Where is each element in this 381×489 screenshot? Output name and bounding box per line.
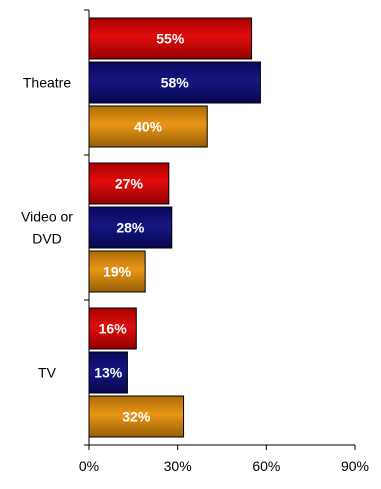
x-tick-label: 30% (164, 458, 192, 474)
bar-value-label: 55% (156, 31, 185, 47)
bar-value-label: 32% (122, 409, 151, 425)
category-label: TV (38, 365, 57, 381)
bar-value-label: 13% (94, 365, 123, 381)
bar-0-0 (88, 17, 253, 60)
bar-0-2 (88, 105, 208, 148)
bar-value-label: 58% (161, 75, 190, 91)
bar-value-label: 27% (115, 176, 144, 192)
bar-layer (88, 17, 261, 438)
axes-layer (84, 9, 356, 450)
bar-value-label: 19% (103, 264, 132, 280)
bar-1-1 (88, 206, 173, 249)
x-tick-label: 60% (252, 458, 280, 474)
bar-2-0 (88, 307, 137, 350)
bar-value-label: 16% (99, 321, 128, 337)
category-label: Theatre (23, 75, 71, 91)
bar-1-0 (88, 162, 170, 205)
x-tick-label: 90% (341, 458, 369, 474)
bar-value-label: 28% (116, 220, 145, 236)
category-label: DVD (32, 231, 62, 247)
bar-0-1 (88, 61, 261, 104)
label-layer: 55% 58% 40% Theatre 27% 28% 19% Video or DVD 16% 1… (21, 31, 369, 475)
category-label: Video or (21, 209, 73, 225)
x-tick-label: 0% (79, 458, 99, 474)
bar-value-label: 40% (134, 119, 163, 135)
